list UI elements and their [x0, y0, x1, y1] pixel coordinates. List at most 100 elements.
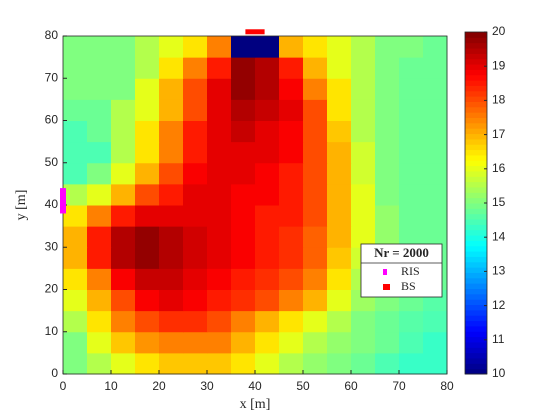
heatmap-cell: [327, 120, 352, 143]
colorbar-segment: [465, 277, 487, 284]
x-tick-label: 70: [392, 379, 406, 393]
heatmap-cell: [111, 78, 136, 100]
heatmap-cell: [255, 268, 280, 290]
heatmap-cell: [351, 205, 376, 227]
heatmap-cell: [399, 36, 424, 58]
heatmap-cell: [303, 162, 328, 185]
heatmap-cell: [399, 331, 424, 354]
colorbar-segment: [465, 128, 487, 135]
colorbar-tick-label: 15: [492, 195, 506, 209]
heatmap-cell: [279, 331, 304, 354]
heatmap-cell: [63, 36, 88, 58]
heatmap-cell: [255, 226, 280, 248]
heatmap-cell: [327, 78, 352, 100]
heatmap-cell: [303, 36, 328, 58]
heatmap-cell: [327, 99, 352, 121]
colorbar-tick-label: 13: [492, 264, 506, 278]
heatmap-cell: [303, 57, 328, 79]
heatmap-cell: [231, 352, 256, 375]
heatmap-cell: [375, 162, 400, 185]
heatmap-cell: [207, 331, 232, 354]
heatmap-cell: [231, 183, 256, 206]
heatmap-cell: [183, 352, 208, 375]
colorbar-segment: [465, 96, 487, 102]
colorbar-segment: [465, 170, 487, 177]
heatmap-cell: [327, 310, 352, 333]
heatmap-cell: [135, 162, 160, 185]
heatmap-cell: [375, 57, 400, 79]
heatmap-cell: [231, 57, 256, 79]
x-tick-label: 60: [344, 379, 358, 393]
colorbar-segment: [465, 186, 487, 193]
heatmap-cell: [375, 36, 400, 58]
heatmap-cell: [375, 183, 400, 206]
y-axis-label: y [m]: [14, 190, 29, 221]
heatmap-cell: [375, 226, 400, 248]
heatmap-cell: [63, 120, 88, 143]
colorbar-tick-label: 12: [492, 298, 506, 312]
heatmap-cell: [111, 205, 136, 227]
heatmap-cell: [207, 247, 232, 269]
heatmap-cell: [399, 162, 424, 185]
colorbar-segment: [465, 261, 487, 268]
colorbar-segment: [465, 293, 487, 300]
heatmap-cell: [327, 226, 352, 248]
heatmap-cell: [303, 268, 328, 290]
heatmap-cell: [207, 99, 232, 121]
colorbar-segment: [465, 304, 487, 311]
colorbar-segment: [465, 320, 487, 327]
heatmap-cell: [159, 57, 184, 79]
heatmap-cell: [279, 352, 304, 375]
colorbar-segment: [465, 208, 487, 215]
heatmap-cell: [351, 331, 376, 354]
heatmap-cell: [63, 352, 88, 375]
colorbar-segment: [465, 272, 487, 279]
heatmap-cell: [255, 57, 280, 79]
heatmap-cell: [159, 183, 184, 206]
heatmap-cell: [63, 247, 88, 269]
y-tick-label: 50: [45, 155, 59, 169]
heatmap-cell: [279, 120, 304, 143]
heatmap-cell: [351, 57, 376, 79]
heatmap-cell: [87, 352, 112, 375]
heatmap-cell: [63, 162, 88, 185]
colorbar-segment: [465, 53, 487, 60]
colorbar-segment: [465, 235, 487, 241]
colorbar-segment: [465, 138, 487, 145]
heatmap-cell: [423, 78, 448, 100]
heatmap-cell: [135, 268, 160, 290]
colorbar-segment: [465, 224, 487, 231]
heatmap-cell: [255, 141, 280, 164]
x-tick-label: 20: [152, 379, 166, 393]
y-tick-label: 10: [45, 324, 59, 338]
heatmap-cell: [63, 289, 88, 312]
heatmap-cell: [207, 268, 232, 290]
heatmap-cell: [87, 162, 112, 185]
heatmap-cell: [207, 57, 232, 79]
heatmap-cell: [279, 141, 304, 164]
heatmap-cell: [135, 247, 160, 269]
heatmap-cell: [423, 352, 448, 375]
colorbar-segment: [465, 181, 487, 188]
colorbar-tick-label: 17: [492, 127, 506, 141]
heatmap-cell: [231, 36, 256, 58]
heatmap-cell: [399, 120, 424, 143]
heatmap-cell: [135, 141, 160, 164]
heatmap-cell: [303, 183, 328, 206]
heatmap-cell: [183, 226, 208, 248]
heatmap-cell: [159, 162, 184, 185]
colorbar-tick-label: 19: [492, 58, 506, 72]
heatmap-cell: [351, 352, 376, 375]
heatmap-cell: [375, 78, 400, 100]
heatmap-cell: [183, 205, 208, 227]
colorbar-segment: [465, 352, 487, 359]
colorbar-segment: [465, 309, 487, 316]
heatmap-cell: [399, 226, 424, 248]
heatmap-cell: [255, 162, 280, 185]
heatmap-cell: [183, 162, 208, 185]
colorbar-segment: [465, 267, 487, 273]
colorbar-segment: [465, 122, 487, 129]
heatmap-cell: [231, 162, 256, 185]
heatmap-cell: [135, 310, 160, 333]
heatmap-cell: [159, 226, 184, 248]
